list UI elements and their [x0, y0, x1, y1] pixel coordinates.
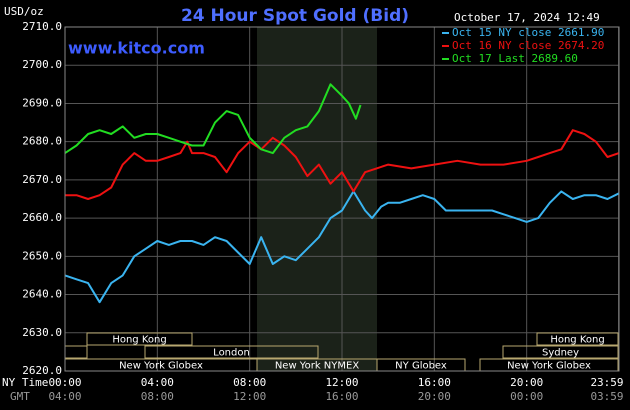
- session-box: [86, 332, 193, 346]
- legend-label: Oct 16 NY close 2674.20: [452, 39, 604, 52]
- legend-label: Oct 17 Last 2689.60: [452, 52, 578, 65]
- x2-tick-label: 03:59: [590, 390, 623, 403]
- x-tick-label: 00:00: [48, 376, 81, 389]
- session-label: New York Globex: [507, 361, 591, 372]
- x2-axis-label: GMT: [10, 390, 30, 403]
- y-tick-label: 2650.0: [22, 249, 62, 262]
- session-label: New York NYMEX: [275, 361, 360, 372]
- watermark: www.kitco.com: [68, 39, 205, 58]
- x2-tick-label: 16:00: [325, 390, 358, 403]
- y-tick-label: 2700.0: [22, 58, 62, 71]
- series-line: [64, 190, 620, 304]
- y-tick-label: 2640.0: [22, 288, 62, 301]
- y-tick-label: 2710.0: [22, 20, 62, 33]
- x-tick-label: 12:00: [325, 376, 358, 389]
- x-tick-label: 20:00: [510, 376, 543, 389]
- x-tick-label: 23:59: [590, 376, 623, 389]
- session-box: [502, 345, 619, 359]
- x-tick-label: 04:00: [141, 376, 174, 389]
- session-label: Sydney: [542, 348, 579, 359]
- x2-tick-label: 20:00: [418, 390, 451, 403]
- x2-tick-label: 08:00: [141, 390, 174, 403]
- session-label: London: [213, 348, 250, 359]
- y-tick-label: 2620.0: [22, 364, 62, 377]
- x-tick-label: 16:00: [418, 376, 451, 389]
- session-label: New York Globex: [119, 361, 203, 372]
- y-tick-label: 2670.0: [22, 173, 62, 186]
- y-tick-label: 2660.0: [22, 211, 62, 224]
- session-box: [144, 345, 319, 359]
- session-label: NY Globex: [395, 361, 447, 372]
- lines: [64, 83, 620, 304]
- session-box: [536, 332, 619, 346]
- x2-tick-label: 12:00: [233, 390, 266, 403]
- timestamp: October 17, 2024 12:49: [454, 11, 600, 24]
- session-label: Hong Kong: [550, 335, 604, 346]
- x2-tick-label: 00:00: [510, 390, 543, 403]
- plot-frame: [64, 26, 620, 372]
- y-tick-label: 2690.0: [22, 96, 62, 109]
- y-tick-label: 2630.0: [22, 326, 62, 339]
- unit-label: USD/oz: [4, 5, 44, 18]
- series-line: [65, 129, 620, 200]
- y-tick-label: 2680.0: [22, 135, 62, 148]
- session-label: Hong Kong: [112, 335, 166, 346]
- x-tick-label: 08:00: [233, 376, 266, 389]
- legend-label: Oct 15 NY close 2661.90: [452, 26, 604, 39]
- x-axis-label: NY Time: [2, 376, 48, 389]
- chart-title: 24 Hour Spot Gold (Bid): [181, 6, 409, 26]
- x2-tick-label: 04:00: [48, 390, 81, 403]
- series-line: [64, 83, 362, 155]
